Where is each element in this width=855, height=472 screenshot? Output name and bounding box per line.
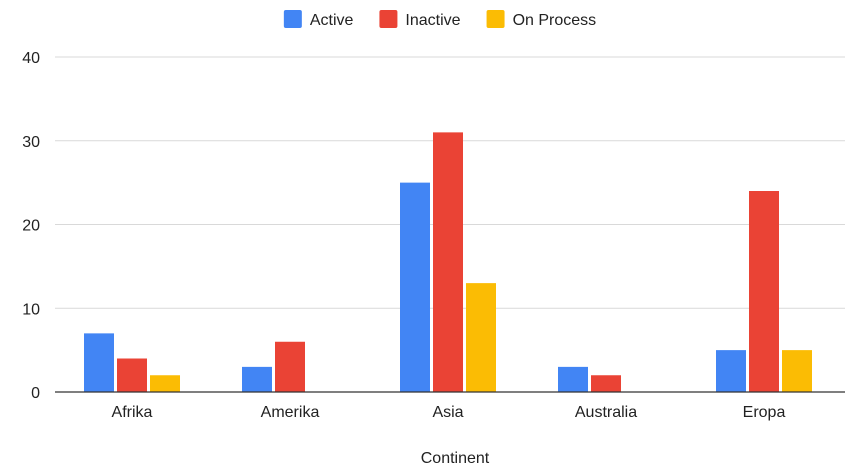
x-tick-label: Asia (432, 404, 463, 421)
bars (84, 132, 812, 392)
legend: Active Inactive On Process (283, 10, 597, 29)
legend-swatch (486, 10, 505, 28)
y-tick-label: 10 (22, 301, 40, 318)
bar-inactive-amerika (275, 341, 305, 392)
bar-on-process-afrika (150, 375, 180, 392)
bar-active-australia (558, 366, 588, 392)
legend-label: On Process (513, 12, 597, 29)
x-tick-label: Eropa (743, 404, 786, 421)
y-tick-label: 20 (22, 218, 40, 235)
bar-active-afrika (84, 333, 114, 392)
y-tick-label: 40 (22, 50, 40, 67)
bar-inactive-eropa (749, 191, 779, 392)
bar-inactive-australia (591, 375, 621, 392)
bar-active-asia (400, 182, 430, 392)
bar-on-process-eropa (782, 350, 812, 392)
legend-label: Active (310, 12, 354, 29)
x-axis-ticks: Afrika Amerika Asia Australia Eropa (112, 404, 786, 421)
legend-label: Inactive (405, 12, 460, 29)
x-tick-label: Australia (575, 404, 637, 421)
legend-swatch (379, 10, 398, 28)
legend-swatch (283, 10, 302, 28)
x-axis-title: Continent (421, 450, 490, 467)
y-tick-label: 30 (22, 134, 40, 151)
y-axis-ticks: 0 10 20 30 40 (22, 50, 40, 402)
y-tick-label: 0 (31, 385, 40, 402)
legend-item-on-process: On Process (486, 10, 597, 29)
bar-active-amerika (242, 366, 272, 392)
legend-item-inactive: Inactive (379, 10, 461, 29)
bar-active-eropa (716, 350, 746, 392)
legend-item-active: Active (283, 10, 354, 29)
bar-on-process-asia (466, 283, 496, 392)
x-tick-label: Amerika (261, 404, 320, 421)
bar-inactive-afrika (117, 358, 147, 392)
x-tick-label: Afrika (112, 404, 153, 421)
bar-inactive-asia (433, 132, 463, 392)
